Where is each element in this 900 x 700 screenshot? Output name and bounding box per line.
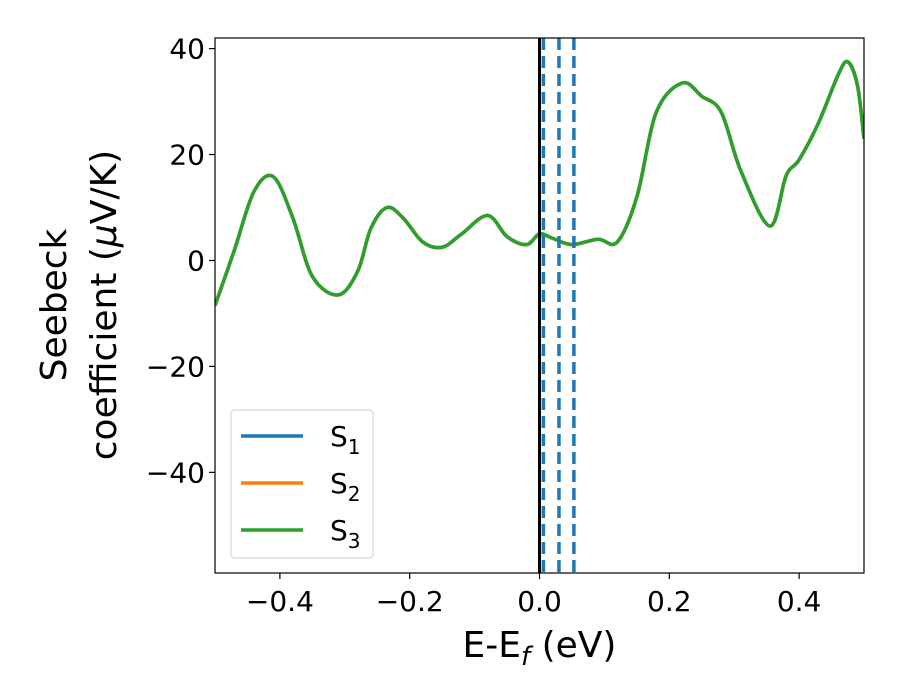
x-tick-label: 0.0 [517, 585, 562, 618]
series-line-s3 [215, 59, 864, 307]
x-tick-label: 0.4 [777, 585, 822, 618]
y-tick-label: −40 [146, 456, 205, 489]
legend: S1 S2 S3 [230, 409, 374, 559]
plot-area [215, 38, 864, 573]
y-tick-label: 40 [169, 33, 205, 66]
x-axis-label: E-Ef (eV) [463, 625, 617, 672]
x-tick-label: 0.2 [647, 585, 692, 618]
x-axis-label-unit: (eV) [530, 625, 616, 666]
y-tick-label: −20 [146, 350, 205, 383]
y-axis-label-line2: coefficient (μV/K) [84, 150, 125, 460]
legend-label-s2: S2 [330, 467, 361, 506]
legend-label-s1: S1 [330, 420, 361, 459]
legend-label-s3: S3 [330, 514, 361, 553]
y-tick-label: 20 [169, 139, 205, 172]
y-axis-label-unit: V/K) [84, 150, 125, 224]
y-axis-label-line1: Seebeck [34, 228, 75, 381]
y-axis-label-mu: μ [84, 224, 125, 248]
y-tick-label: 0 [187, 244, 205, 277]
x-tick-label: −0.2 [376, 585, 444, 618]
axis-ticks: −0.4 −0.2 0.0 0.2 0.4 −40 −20 0 20 40 [146, 33, 821, 618]
x-tick-label: −0.4 [246, 585, 314, 618]
